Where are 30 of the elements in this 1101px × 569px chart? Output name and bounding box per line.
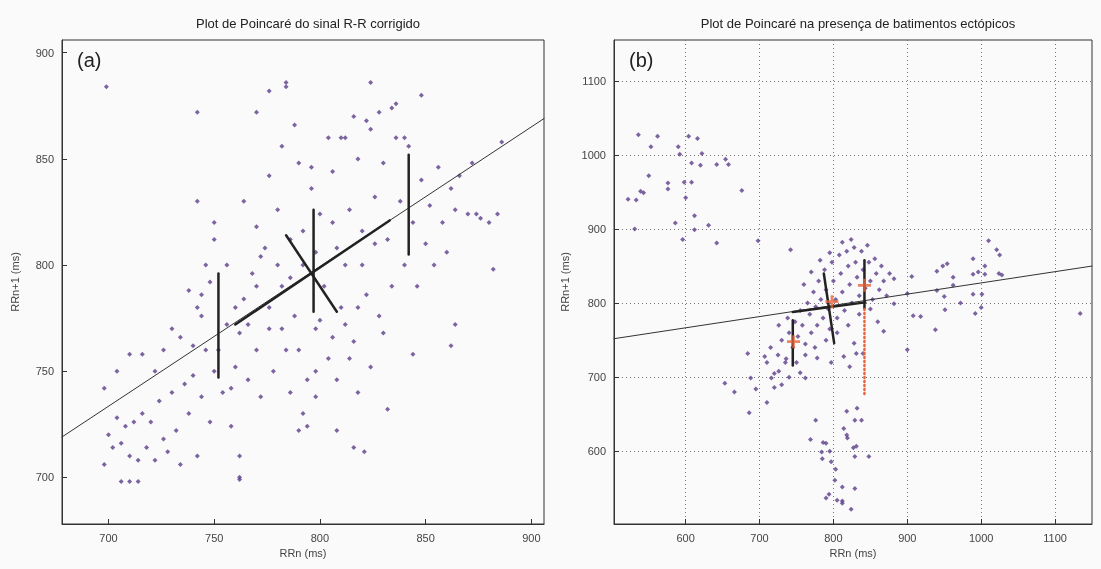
- y-tick-label: 800: [35, 259, 54, 272]
- y-tick-label: 1100: [582, 74, 606, 87]
- y-tick-label: 1000: [581, 148, 606, 161]
- x-tick-label: 800: [824, 531, 843, 544]
- x-axis-title: RRn (ms): [279, 547, 327, 560]
- y-tick-label: 700: [587, 371, 606, 384]
- x-tick-label: 750: [205, 531, 224, 544]
- annotation: (a): [77, 49, 102, 71]
- x-tick-label: 700: [99, 531, 118, 544]
- y-tick-label: 750: [35, 365, 54, 378]
- chart-title: Plot de Poincaré do sinal R-R corrigido: [196, 16, 420, 31]
- x-axis-title: RRn (ms): [829, 547, 877, 560]
- y-axis-title: RRn+1 (ms): [8, 252, 21, 312]
- y-tick-label: 900: [35, 46, 54, 59]
- y-tick-label: 800: [587, 297, 606, 310]
- annotation: (b): [629, 49, 654, 71]
- x-tick-label: 1100: [1043, 531, 1067, 544]
- y-tick-label: 850: [35, 152, 54, 165]
- x-tick-label: 600: [676, 531, 695, 544]
- chart-title: Plot de Poincaré na presença de batimentos ectópicos: [700, 16, 1016, 31]
- x-tick-label: 850: [416, 531, 435, 544]
- x-tick-label: 900: [522, 531, 541, 544]
- x-tick-label: 1000: [968, 531, 994, 544]
- y-tick-label: 900: [587, 223, 606, 235]
- y-tick-label: 600: [587, 445, 606, 458]
- x-tick-label: 900: [898, 531, 917, 544]
- x-tick-label: 800: [310, 531, 330, 544]
- y-axis-title: RRn+1 (ms): [559, 252, 572, 312]
- x-tick-label: 700: [750, 531, 769, 544]
- y-tick-label: 700: [35, 471, 54, 484]
